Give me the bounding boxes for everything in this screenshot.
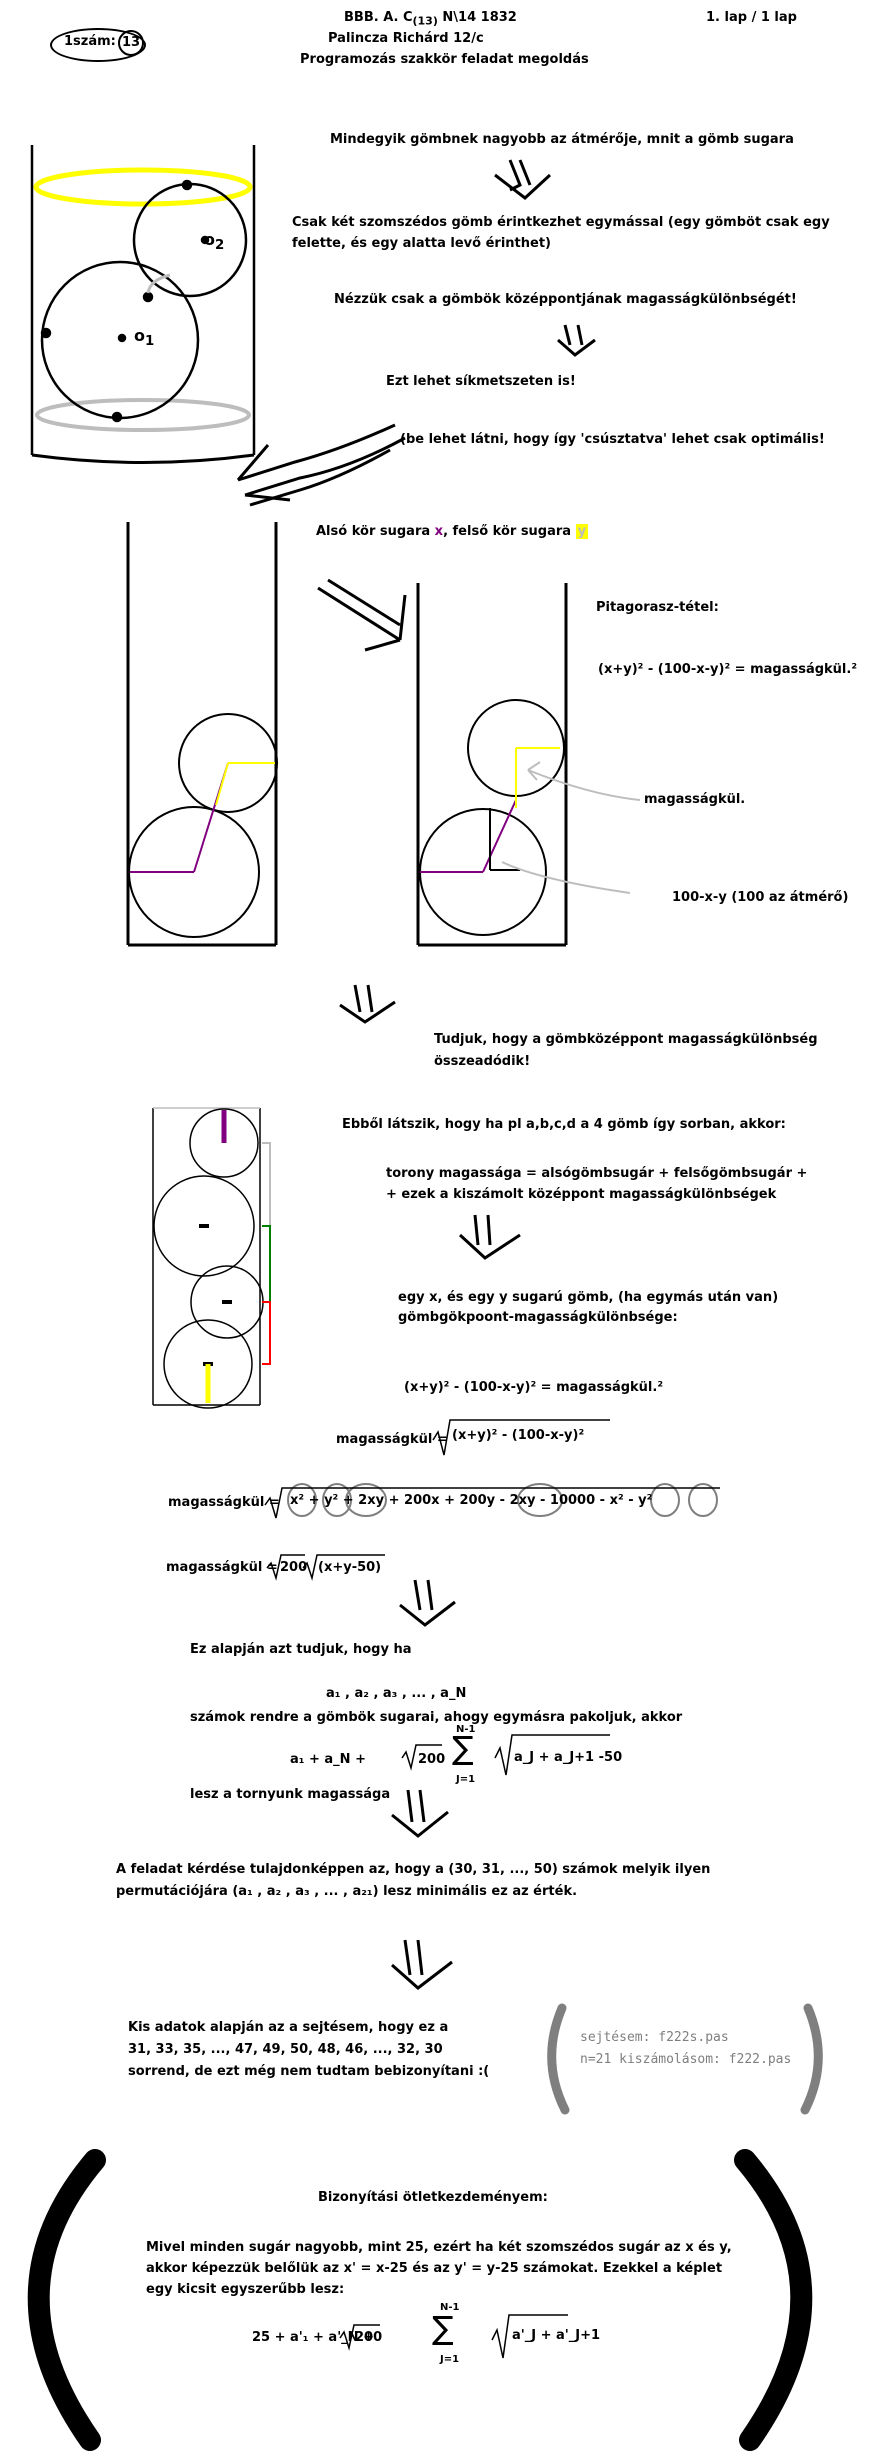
equation-2-lhs: magasságkül = bbox=[336, 1432, 448, 1447]
y-var: y bbox=[575, 524, 589, 539]
proof-parentheses bbox=[27, 2149, 813, 2451]
sequence: a₁ , a₂ , a₃ , ... , a_N bbox=[326, 1686, 467, 1701]
x-var: x bbox=[434, 524, 444, 539]
proof-title: Bizonyítási ötletkezdeményem: bbox=[318, 2190, 548, 2205]
proof-line-3: egy kicsit egyszerűbb lesz: bbox=[146, 2282, 345, 2297]
step-2a: Csak két szomszédos gömb érintkezhet egy… bbox=[292, 215, 830, 230]
step-14b: permutációjára (a₁ , a₂ , a₃ , ... , a₂₁… bbox=[116, 1884, 578, 1899]
step-1: Mindegyik gömbnek nagyobb az átmérője, m… bbox=[330, 132, 794, 147]
formula-2-sum-bot: J=1 bbox=[440, 2354, 460, 2365]
formula-2-sum-top: N-1 bbox=[440, 2302, 460, 2313]
subtitle: Programozás szakkör feladat megoldás bbox=[300, 52, 589, 67]
label-width: 100-x-y (100 az átmérő) bbox=[672, 890, 849, 905]
step-10b: gömbgökpoont-magasságkülönbsége: bbox=[398, 1310, 678, 1325]
note-conjecture-file: sejtésem: f222s.pas bbox=[580, 2030, 729, 2045]
step-2b: felette, és egy alatta levő érinthet) bbox=[292, 236, 551, 251]
step-15b: 31, 33, 35, ..., 47, 49, 50, 48, 46, ...… bbox=[128, 2042, 443, 2057]
step-9a: torony magassága = alsógömbsugár + felső… bbox=[386, 1166, 808, 1181]
label-o1: o1 bbox=[134, 326, 155, 350]
equation-3-lhs: magasságkül = bbox=[168, 1495, 280, 1510]
formula-1-inner: a_J + a_J+1 -50 bbox=[514, 1750, 623, 1765]
page-indicator: 1. lap / 1 lap bbox=[706, 10, 797, 25]
cancel-marks bbox=[287, 1483, 718, 1517]
header-title: BBB. A. C(13) N\14 1832 bbox=[344, 8, 517, 31]
id-number: 13 bbox=[118, 30, 144, 56]
step-3: Nézzük csak a gömbök középpontjának maga… bbox=[334, 292, 797, 307]
step-14a: A feladat kérdése tulajdonképpen az, hog… bbox=[116, 1862, 711, 1877]
formula-1-sum-top: N-1 bbox=[456, 1724, 476, 1735]
big-arrow bbox=[236, 423, 406, 507]
label-o2: o2 bbox=[204, 230, 225, 254]
equation-2-radicand: (x+y)² - (100-x-y)² bbox=[452, 1428, 585, 1443]
step-15c: sorrend, de ezt még nem tudtam bebizonyí… bbox=[128, 2064, 490, 2079]
title-rest: N\14 1832 bbox=[442, 10, 517, 25]
id-label: 1szám: bbox=[64, 34, 116, 49]
formula-2-inner: a'_J + a'_J+1 bbox=[512, 2328, 601, 2343]
step-6: Alsó kör sugara x, felső kör sugara y bbox=[316, 524, 589, 539]
pythagoras-formula: (x+y)² - (100-x-y)² = magasságkül.² bbox=[598, 662, 858, 677]
equation-4-lhs: magasságkül = bbox=[166, 1560, 278, 1575]
note-computation-file: n=21 kiszámolásom: f222.pas bbox=[580, 2052, 792, 2067]
author: Palincza Richárd 12/c bbox=[328, 31, 484, 46]
formula-2-200: 200 bbox=[355, 2330, 383, 2345]
equation-3-rhs: x² + y² + 2xy + 200x + 200y - 2xy - 1000… bbox=[290, 1493, 653, 1508]
proof-line-1: Mivel minden sugár nagyobb, mint 25, ezé… bbox=[146, 2240, 732, 2255]
formula-1-lead: a₁ + a_N + bbox=[290, 1752, 366, 1767]
step-10a: egy x, és egy y sugarú gömb, (ha egymás … bbox=[398, 1290, 779, 1305]
step-7b: összeadódik! bbox=[434, 1054, 531, 1069]
radicals bbox=[264, 1419, 720, 2359]
formula-1-sigma: ∑ bbox=[452, 1729, 474, 1767]
step-9b: + ezek a kiszámolt középpont magasságkül… bbox=[386, 1187, 777, 1202]
title-sub: (13) bbox=[412, 14, 438, 28]
tower-diagram bbox=[152, 1107, 271, 1409]
step-11: Ez alapján azt tudjuk, hogy ha bbox=[190, 1642, 412, 1657]
step-13: lesz a tornyunk magassága bbox=[190, 1787, 391, 1802]
formula-2-lead: 25 + a'₁ + a'_N + bbox=[252, 2330, 374, 2345]
equation-4-a: 200 bbox=[280, 1560, 308, 1575]
title-main: BBB. A. C bbox=[344, 10, 413, 25]
step-8: Ebből látszik, hogy ha pl a,b,c,d a 4 gö… bbox=[342, 1117, 786, 1132]
formula-1-200: 200 bbox=[418, 1752, 446, 1767]
proof-line-2: akkor képezzük belőlük az x' = x-25 és a… bbox=[146, 2261, 723, 2276]
id-badge bbox=[50, 28, 146, 62]
note-parentheses bbox=[547, 2003, 823, 2115]
formula-2-sigma: ∑ bbox=[432, 2309, 454, 2347]
top-tube-diagram bbox=[30, 145, 256, 464]
step-7a: Tudjuk, hogy a gömbközéppont magasságkül… bbox=[434, 1032, 818, 1047]
cross-section-2 bbox=[416, 583, 641, 947]
formula-1-sum-bot: J=1 bbox=[456, 1774, 476, 1785]
equation-4-b: (x+y-50) bbox=[318, 1560, 382, 1575]
equation-1: (x+y)² - (100-x-y)² = magasságkül.² bbox=[404, 1380, 664, 1395]
label-height-diff: magasságkül. bbox=[644, 792, 746, 807]
pythagoras-title: Pitagorasz-tétel: bbox=[596, 600, 719, 615]
step-12: számok rendre a gömbök sugarai, ahogy eg… bbox=[190, 1710, 683, 1725]
down-arrows bbox=[317, 159, 596, 1990]
step-4: Ezt lehet síkmetszeten is! bbox=[386, 374, 576, 389]
cross-section-1 bbox=[126, 522, 278, 947]
step-5: (be lehet látni, hogy így 'csúsztatva' l… bbox=[400, 432, 825, 447]
step-15a: Kis adatok alapján az a sejtésem, hogy e… bbox=[128, 2020, 449, 2035]
